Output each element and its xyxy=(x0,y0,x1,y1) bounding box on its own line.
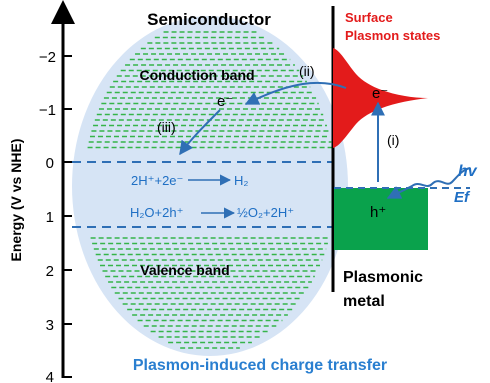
electron-transfer-arrow xyxy=(244,81,347,105)
reduction-arrow xyxy=(179,109,221,156)
step-i-label: (i) xyxy=(387,132,399,148)
electron-semiconductor: e⁻ xyxy=(217,93,233,110)
surface-plasmon-states xyxy=(333,48,428,148)
tick-label: −1 xyxy=(39,102,56,119)
fermi-level-label: Ef xyxy=(454,189,471,206)
valence-band-label: Valence band xyxy=(140,262,229,278)
step-ii-label: (ii) xyxy=(299,63,315,79)
reaction1-right: H₂ xyxy=(234,173,248,188)
conduction-band-states xyxy=(87,31,333,149)
tick-label: 2 xyxy=(46,263,54,280)
tick-label: 0 xyxy=(46,155,54,172)
reaction2-right: ½O₂+2H⁺ xyxy=(237,205,294,220)
axis-title: Energy (V vs NHE) xyxy=(8,139,24,262)
hv-label: hv xyxy=(458,163,478,180)
hole-label: h⁺ xyxy=(370,204,386,221)
metal-label-line2: metal xyxy=(343,293,385,310)
reaction1-left: 2H⁺+2e⁻ xyxy=(131,173,183,188)
reaction2-left: H₂O+2h⁺ xyxy=(130,205,183,220)
tick-label: 3 xyxy=(46,317,54,334)
tick-label: 4 xyxy=(46,369,54,383)
surface-label-line1: Surface xyxy=(345,10,393,25)
metal-label-line1: Plasmonic xyxy=(343,269,423,286)
conduction-band-label: Conduction band xyxy=(139,67,254,83)
valence-band-states xyxy=(90,237,330,349)
diagram-caption: Plasmon-induced charge transfer xyxy=(133,357,387,374)
metal-filled-states xyxy=(334,188,428,250)
surface-label-line2: Plasmon states xyxy=(345,28,440,43)
photon-wave xyxy=(386,167,471,199)
step-iii-label: (iii) xyxy=(157,119,176,135)
tick-label: 1 xyxy=(46,209,54,226)
axis-ticks xyxy=(63,55,72,378)
tick-label: −2 xyxy=(39,49,56,66)
semiconductor-title: Semiconductor xyxy=(147,10,271,29)
electron-metal: e⁻ xyxy=(372,85,388,102)
